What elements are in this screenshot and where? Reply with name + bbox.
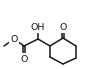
Text: O: O: [20, 55, 28, 63]
Text: OH: OH: [31, 22, 45, 32]
Text: O: O: [59, 22, 67, 32]
Text: O: O: [10, 34, 18, 43]
